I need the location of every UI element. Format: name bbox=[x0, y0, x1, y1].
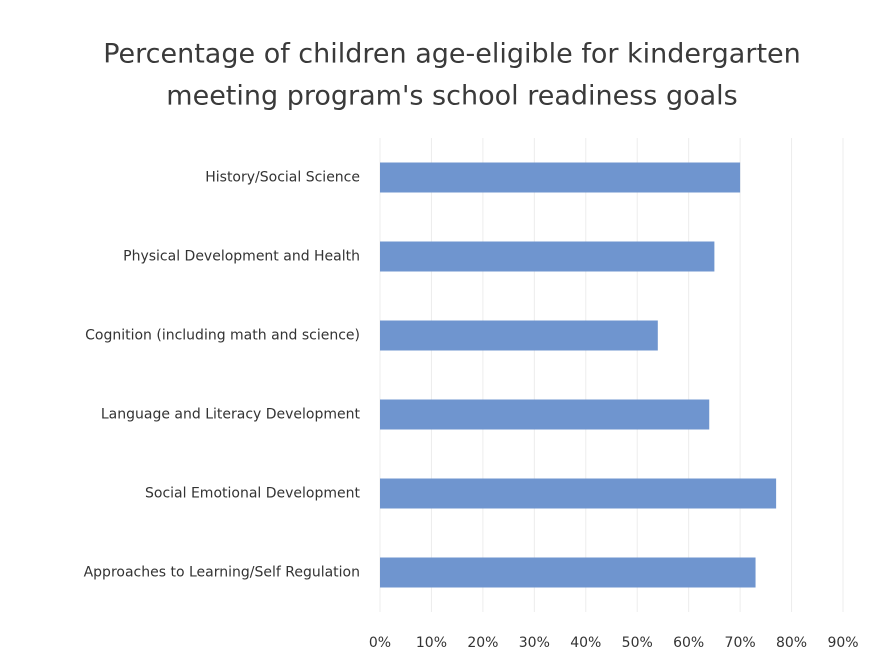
chart-title: Percentage of children age-eligible for … bbox=[103, 39, 801, 70]
x-tick-label: 50% bbox=[622, 635, 653, 651]
y-tick-label: Cognition (including math and science) bbox=[85, 328, 360, 344]
x-tick-label: 80% bbox=[776, 635, 807, 651]
x-tick-label: 0% bbox=[369, 635, 391, 651]
chart-title: meeting program's school readiness goals bbox=[166, 81, 737, 112]
bar bbox=[380, 399, 710, 430]
bar bbox=[380, 241, 715, 272]
bar bbox=[380, 478, 777, 509]
x-tick-label: 30% bbox=[519, 635, 550, 651]
bar bbox=[380, 557, 756, 588]
x-tick-label: 20% bbox=[467, 635, 498, 651]
y-tick-label: History/Social Science bbox=[205, 170, 360, 186]
x-tick-label: 90% bbox=[827, 635, 858, 651]
bar bbox=[380, 162, 741, 193]
x-tick-label: 70% bbox=[725, 635, 756, 651]
y-tick-label: Physical Development and Health bbox=[123, 249, 360, 265]
y-tick-label: Language and Literacy Development bbox=[101, 407, 361, 423]
x-tick-label: 40% bbox=[570, 635, 601, 651]
x-tick-label: 10% bbox=[416, 635, 447, 651]
bar bbox=[380, 320, 658, 351]
y-tick-label: Social Emotional Development bbox=[145, 486, 361, 502]
x-tick-label: 60% bbox=[673, 635, 704, 651]
y-tick-label: Approaches to Learning/Self Regulation bbox=[84, 565, 360, 581]
